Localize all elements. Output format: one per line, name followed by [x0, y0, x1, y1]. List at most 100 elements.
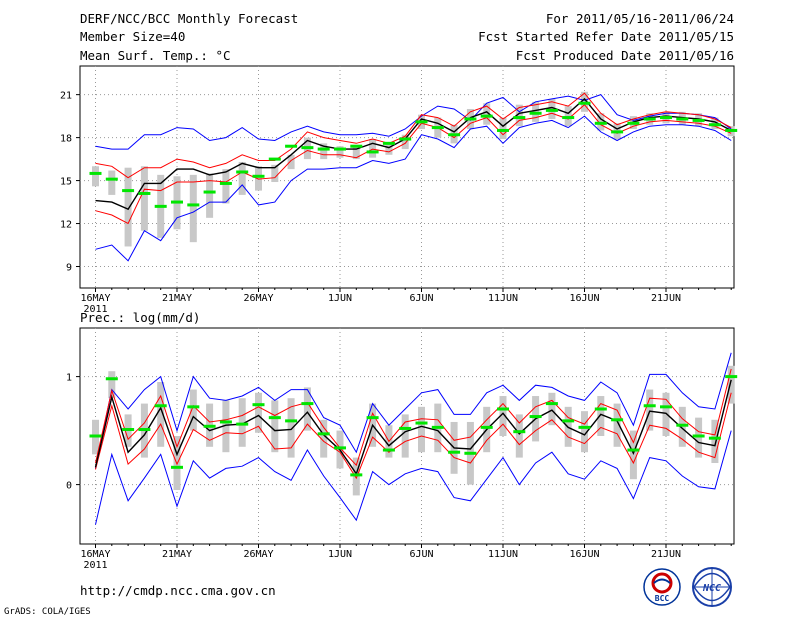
median-marker [105, 177, 118, 181]
median-marker [366, 150, 379, 154]
ensemble-box [678, 406, 686, 447]
median-marker [529, 415, 542, 419]
ensemble-box [255, 166, 262, 191]
year-label: 2011 [83, 304, 107, 315]
median-marker [660, 116, 672, 120]
median-marker [138, 191, 151, 195]
ensemble-box [108, 371, 116, 399]
series-mean-line [95, 97, 732, 211]
median-marker [676, 423, 689, 427]
ensemble-box [271, 400, 279, 453]
x-tick-label: 26MAY [243, 293, 273, 304]
median-marker [252, 403, 265, 407]
median-marker [154, 404, 167, 408]
ensemble-box [287, 398, 295, 458]
median-marker [138, 428, 151, 432]
ensemble-box [385, 143, 393, 155]
ensemble-box [320, 143, 328, 160]
ensemble-box [255, 392, 262, 433]
ncc-logo: NCC [692, 567, 732, 607]
variable-label: Mean Surf. Temp.: °C [80, 48, 231, 63]
median-marker [317, 147, 330, 151]
ensemble-box [124, 167, 132, 247]
median-marker [513, 430, 526, 434]
median-marker [643, 117, 656, 121]
ensemble-box [352, 457, 360, 496]
year-label: 2011 [83, 560, 107, 571]
median-marker [285, 419, 298, 423]
median-marker [594, 121, 607, 125]
source-url: http://cmdp.ncc.cma.gov.cn [80, 583, 276, 598]
y-tick-label: 0 [66, 481, 72, 492]
plot-frame [79, 327, 735, 545]
median-marker [562, 116, 575, 120]
bcc-logo-text: BCC [655, 594, 670, 603]
ncc-logo-text: NCC [702, 583, 721, 594]
series-spread-low-line [95, 392, 732, 480]
ensemble-box [92, 166, 99, 187]
x-tick-label: 16MAY [80, 293, 110, 304]
ensemble-box [238, 161, 246, 195]
median-marker [545, 402, 558, 406]
median-marker [285, 144, 298, 148]
median-marker [627, 121, 640, 125]
series-mean-line [94, 379, 732, 476]
median-marker [480, 425, 493, 429]
x-tick-label: 21JUN [651, 293, 681, 304]
series-spread-high-line [95, 368, 732, 467]
median-marker [236, 422, 249, 426]
ensemble-box [499, 117, 507, 140]
x-tick-label: 16MAY [80, 549, 110, 560]
median-marker [611, 418, 624, 422]
median-marker [122, 189, 135, 193]
ensemble-box [336, 146, 344, 158]
forecast-started: Fcst Started Refer Date 2011/05/15 [478, 29, 734, 44]
x-tick-label: 6JUN [409, 549, 433, 560]
median-marker [676, 117, 689, 121]
x-tick-label: 1JUN [328, 293, 352, 304]
median-marker [692, 118, 705, 122]
ensemble-box [320, 419, 328, 458]
series-spread-low-line [95, 103, 732, 225]
median-marker [464, 117, 477, 121]
ensemble-box [352, 146, 360, 160]
precip-title: Prec.: log(mm/d) [80, 310, 200, 325]
median-marker [578, 101, 591, 105]
median-marker [725, 375, 738, 379]
ensemble-box [613, 403, 621, 447]
series-max-line [95, 94, 732, 150]
ensemble-box [401, 134, 409, 150]
ensemble-box [695, 417, 703, 458]
median-marker [611, 130, 624, 134]
x-tick-label: 16JUN [569, 293, 599, 304]
median-marker [187, 203, 200, 207]
x-tick-label: 16JUN [569, 549, 599, 560]
median-marker [252, 174, 265, 178]
plot-frame [79, 65, 735, 289]
series-spread-high-line [95, 92, 732, 179]
ensemble-box [662, 392, 670, 436]
x-tick-label: 21MAY [162, 549, 192, 560]
ensemble-box [418, 406, 425, 453]
median-marker [154, 204, 167, 208]
median-marker [171, 200, 183, 204]
median-marker [708, 123, 721, 127]
x-tick-label: 21MAY [162, 293, 192, 304]
median-marker [171, 465, 183, 469]
ensemble-box [711, 419, 719, 463]
median-marker [203, 190, 216, 194]
x-tick-label: 11JUN [488, 549, 518, 560]
x-tick-label: 21JUN [651, 549, 681, 560]
y-tick-label: 21 [60, 91, 72, 102]
median-marker [89, 171, 102, 175]
x-tick-label: 1JUN [328, 549, 352, 560]
median-marker [105, 377, 118, 381]
median-marker [382, 448, 395, 452]
median-marker [660, 405, 672, 409]
median-marker [529, 111, 542, 115]
ensemble-box [271, 164, 279, 183]
median-marker [431, 126, 444, 130]
median-marker [448, 133, 461, 137]
series-min-line [95, 430, 732, 525]
median-marker [725, 128, 738, 132]
